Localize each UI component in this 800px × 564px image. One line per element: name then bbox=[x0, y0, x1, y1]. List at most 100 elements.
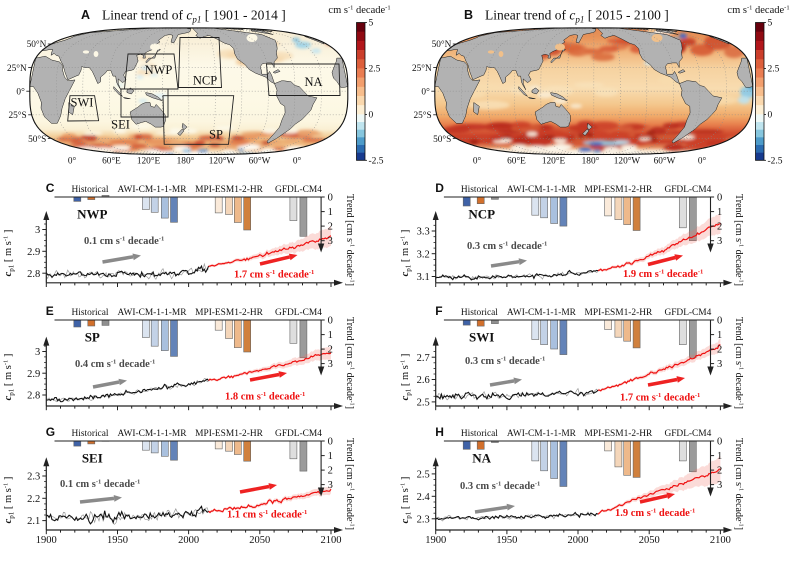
svg-text:2.8: 2.8 bbox=[27, 391, 40, 402]
svg-text:1: 1 bbox=[328, 207, 333, 218]
svg-text:2.6: 2.6 bbox=[417, 375, 430, 386]
svg-text:0: 0 bbox=[717, 437, 722, 448]
svg-text:1900: 1900 bbox=[425, 535, 446, 546]
svg-text:H: H bbox=[435, 425, 444, 439]
svg-text:Historical: Historical bbox=[72, 429, 109, 439]
svg-text:Historical: Historical bbox=[461, 185, 498, 195]
svg-text:MPI-ESM1-2-HR: MPI-ESM1-2-HR bbox=[585, 185, 653, 195]
svg-text:NWP: NWP bbox=[77, 207, 107, 222]
svg-text:A: A bbox=[81, 8, 90, 22]
svg-text:60°W: 60°W bbox=[654, 155, 676, 166]
svg-text:25°N: 25°N bbox=[412, 63, 432, 74]
svg-text:60°W: 60°W bbox=[249, 155, 271, 166]
svg-text:1: 1 bbox=[717, 330, 722, 341]
svg-text:2.1: 2.1 bbox=[27, 516, 40, 527]
svg-text:60°E: 60°E bbox=[507, 155, 526, 166]
svg-text:2: 2 bbox=[328, 222, 333, 233]
svg-text:0: 0 bbox=[717, 316, 722, 327]
svg-text:cm s-1 decade-1: cm s-1 decade-1 bbox=[328, 5, 390, 17]
svg-text:5: 5 bbox=[768, 19, 773, 29]
svg-text:50°N: 50°N bbox=[27, 39, 47, 50]
svg-text:GFDL-CM4: GFDL-CM4 bbox=[275, 185, 322, 195]
svg-text:25°S: 25°S bbox=[414, 110, 432, 121]
svg-text:0°: 0° bbox=[293, 155, 302, 166]
svg-text:2.9: 2.9 bbox=[27, 369, 40, 380]
svg-text:60°E: 60°E bbox=[102, 155, 121, 166]
svg-text:2.2: 2.2 bbox=[27, 494, 40, 505]
svg-text:Historical: Historical bbox=[72, 308, 109, 318]
svg-text:NA: NA bbox=[472, 451, 491, 466]
svg-text:2.7: 2.7 bbox=[417, 353, 430, 364]
svg-text:2: 2 bbox=[717, 466, 722, 477]
svg-text:NCP: NCP bbox=[193, 74, 217, 88]
svg-text:1: 1 bbox=[717, 207, 722, 218]
svg-text:MPI-ESM1-2-HR: MPI-ESM1-2-HR bbox=[195, 185, 263, 195]
svg-text:GFDL-CM4: GFDL-CM4 bbox=[664, 429, 711, 439]
svg-text:MPI-ESM1-2-HR: MPI-ESM1-2-HR bbox=[585, 308, 653, 318]
svg-text:Historical: Historical bbox=[461, 308, 498, 318]
svg-text:SEI: SEI bbox=[82, 451, 103, 466]
svg-text:-2.5: -2.5 bbox=[369, 157, 384, 167]
svg-text:2.5: 2.5 bbox=[417, 398, 430, 409]
svg-text:AWI-CM-1-1-MR: AWI-CM-1-1-MR bbox=[117, 429, 187, 439]
svg-text:-2.5: -2.5 bbox=[768, 157, 783, 167]
svg-text:GFDL-CM4: GFDL-CM4 bbox=[664, 308, 711, 318]
svg-text:MPI-ESM1-2-HR: MPI-ESM1-2-HR bbox=[195, 308, 263, 318]
svg-text:3: 3 bbox=[328, 480, 333, 491]
svg-text:B: B bbox=[464, 8, 473, 22]
svg-text:0: 0 bbox=[717, 193, 722, 204]
svg-text:0°: 0° bbox=[16, 87, 25, 98]
svg-text:50°S: 50°S bbox=[433, 134, 451, 145]
svg-text:2.5: 2.5 bbox=[369, 65, 381, 75]
svg-text:NCP: NCP bbox=[468, 207, 495, 222]
svg-text:D: D bbox=[435, 181, 444, 195]
svg-text:3.2: 3.2 bbox=[417, 249, 430, 260]
svg-text:5: 5 bbox=[369, 19, 374, 29]
svg-text:2: 2 bbox=[328, 345, 333, 356]
svg-text:G: G bbox=[46, 425, 55, 439]
svg-text:120°W: 120°W bbox=[614, 155, 641, 166]
svg-text:Trend [cm s-1 decade-1]: Trend [cm s-1 decade-1] bbox=[344, 438, 355, 530]
svg-text:1950: 1950 bbox=[496, 535, 517, 546]
svg-text:MPI-ESM1-2-HR: MPI-ESM1-2-HR bbox=[195, 429, 263, 439]
svg-text:2100: 2100 bbox=[321, 535, 342, 546]
svg-text:50°S: 50°S bbox=[28, 134, 46, 145]
svg-text:0: 0 bbox=[328, 316, 333, 327]
svg-text:AWI-CM-1-1-MR: AWI-CM-1-1-MR bbox=[117, 308, 187, 318]
svg-text:GFDL-CM4: GFDL-CM4 bbox=[275, 429, 322, 439]
svg-text:2: 2 bbox=[328, 466, 333, 477]
svg-text:NWP: NWP bbox=[145, 63, 173, 77]
svg-text:0: 0 bbox=[369, 111, 374, 121]
svg-text:3.3: 3.3 bbox=[417, 227, 430, 238]
svg-text:0: 0 bbox=[328, 437, 333, 448]
svg-text:SWI: SWI bbox=[71, 96, 94, 110]
svg-text:3: 3 bbox=[328, 236, 333, 247]
svg-text:180°: 180° bbox=[177, 155, 195, 166]
svg-text:GFDL-CM4: GFDL-CM4 bbox=[664, 185, 711, 195]
svg-text:3: 3 bbox=[717, 236, 722, 247]
svg-text:2050: 2050 bbox=[249, 535, 270, 546]
svg-text:Trend [cm s-1 decade-1]: Trend [cm s-1 decade-1] bbox=[733, 194, 744, 286]
svg-text:120°E: 120°E bbox=[542, 155, 566, 166]
svg-text:AWI-CM-1-1-MR: AWI-CM-1-1-MR bbox=[507, 185, 577, 195]
svg-text:SEI: SEI bbox=[111, 118, 130, 132]
svg-text:Historical: Historical bbox=[461, 429, 498, 439]
svg-text:2.5: 2.5 bbox=[768, 65, 780, 75]
svg-text:1950: 1950 bbox=[107, 535, 128, 546]
svg-text:F: F bbox=[435, 304, 442, 318]
svg-text:1: 1 bbox=[328, 330, 333, 341]
svg-text:SP: SP bbox=[85, 330, 100, 345]
svg-text:MPI-ESM1-2-HR: MPI-ESM1-2-HR bbox=[585, 429, 653, 439]
svg-text:2100: 2100 bbox=[710, 535, 731, 546]
svg-text:1900: 1900 bbox=[36, 535, 57, 546]
svg-text:2.3: 2.3 bbox=[27, 472, 40, 483]
svg-text:2: 2 bbox=[717, 345, 722, 356]
svg-text:Trend [cm s-1 decade-1]: Trend [cm s-1 decade-1] bbox=[344, 317, 355, 409]
svg-text:Trend [cm s-1 decade-1]: Trend [cm s-1 decade-1] bbox=[733, 317, 744, 409]
svg-text:2.9: 2.9 bbox=[27, 247, 40, 258]
svg-text:2000: 2000 bbox=[568, 535, 589, 546]
svg-text:Trend [cm s-1 decade-1]: Trend [cm s-1 decade-1] bbox=[344, 194, 355, 286]
svg-text:AWI-CM-1-1-MR: AWI-CM-1-1-MR bbox=[507, 429, 577, 439]
svg-text:1: 1 bbox=[717, 451, 722, 462]
svg-text:AWI-CM-1-1-MR: AWI-CM-1-1-MR bbox=[507, 308, 577, 318]
